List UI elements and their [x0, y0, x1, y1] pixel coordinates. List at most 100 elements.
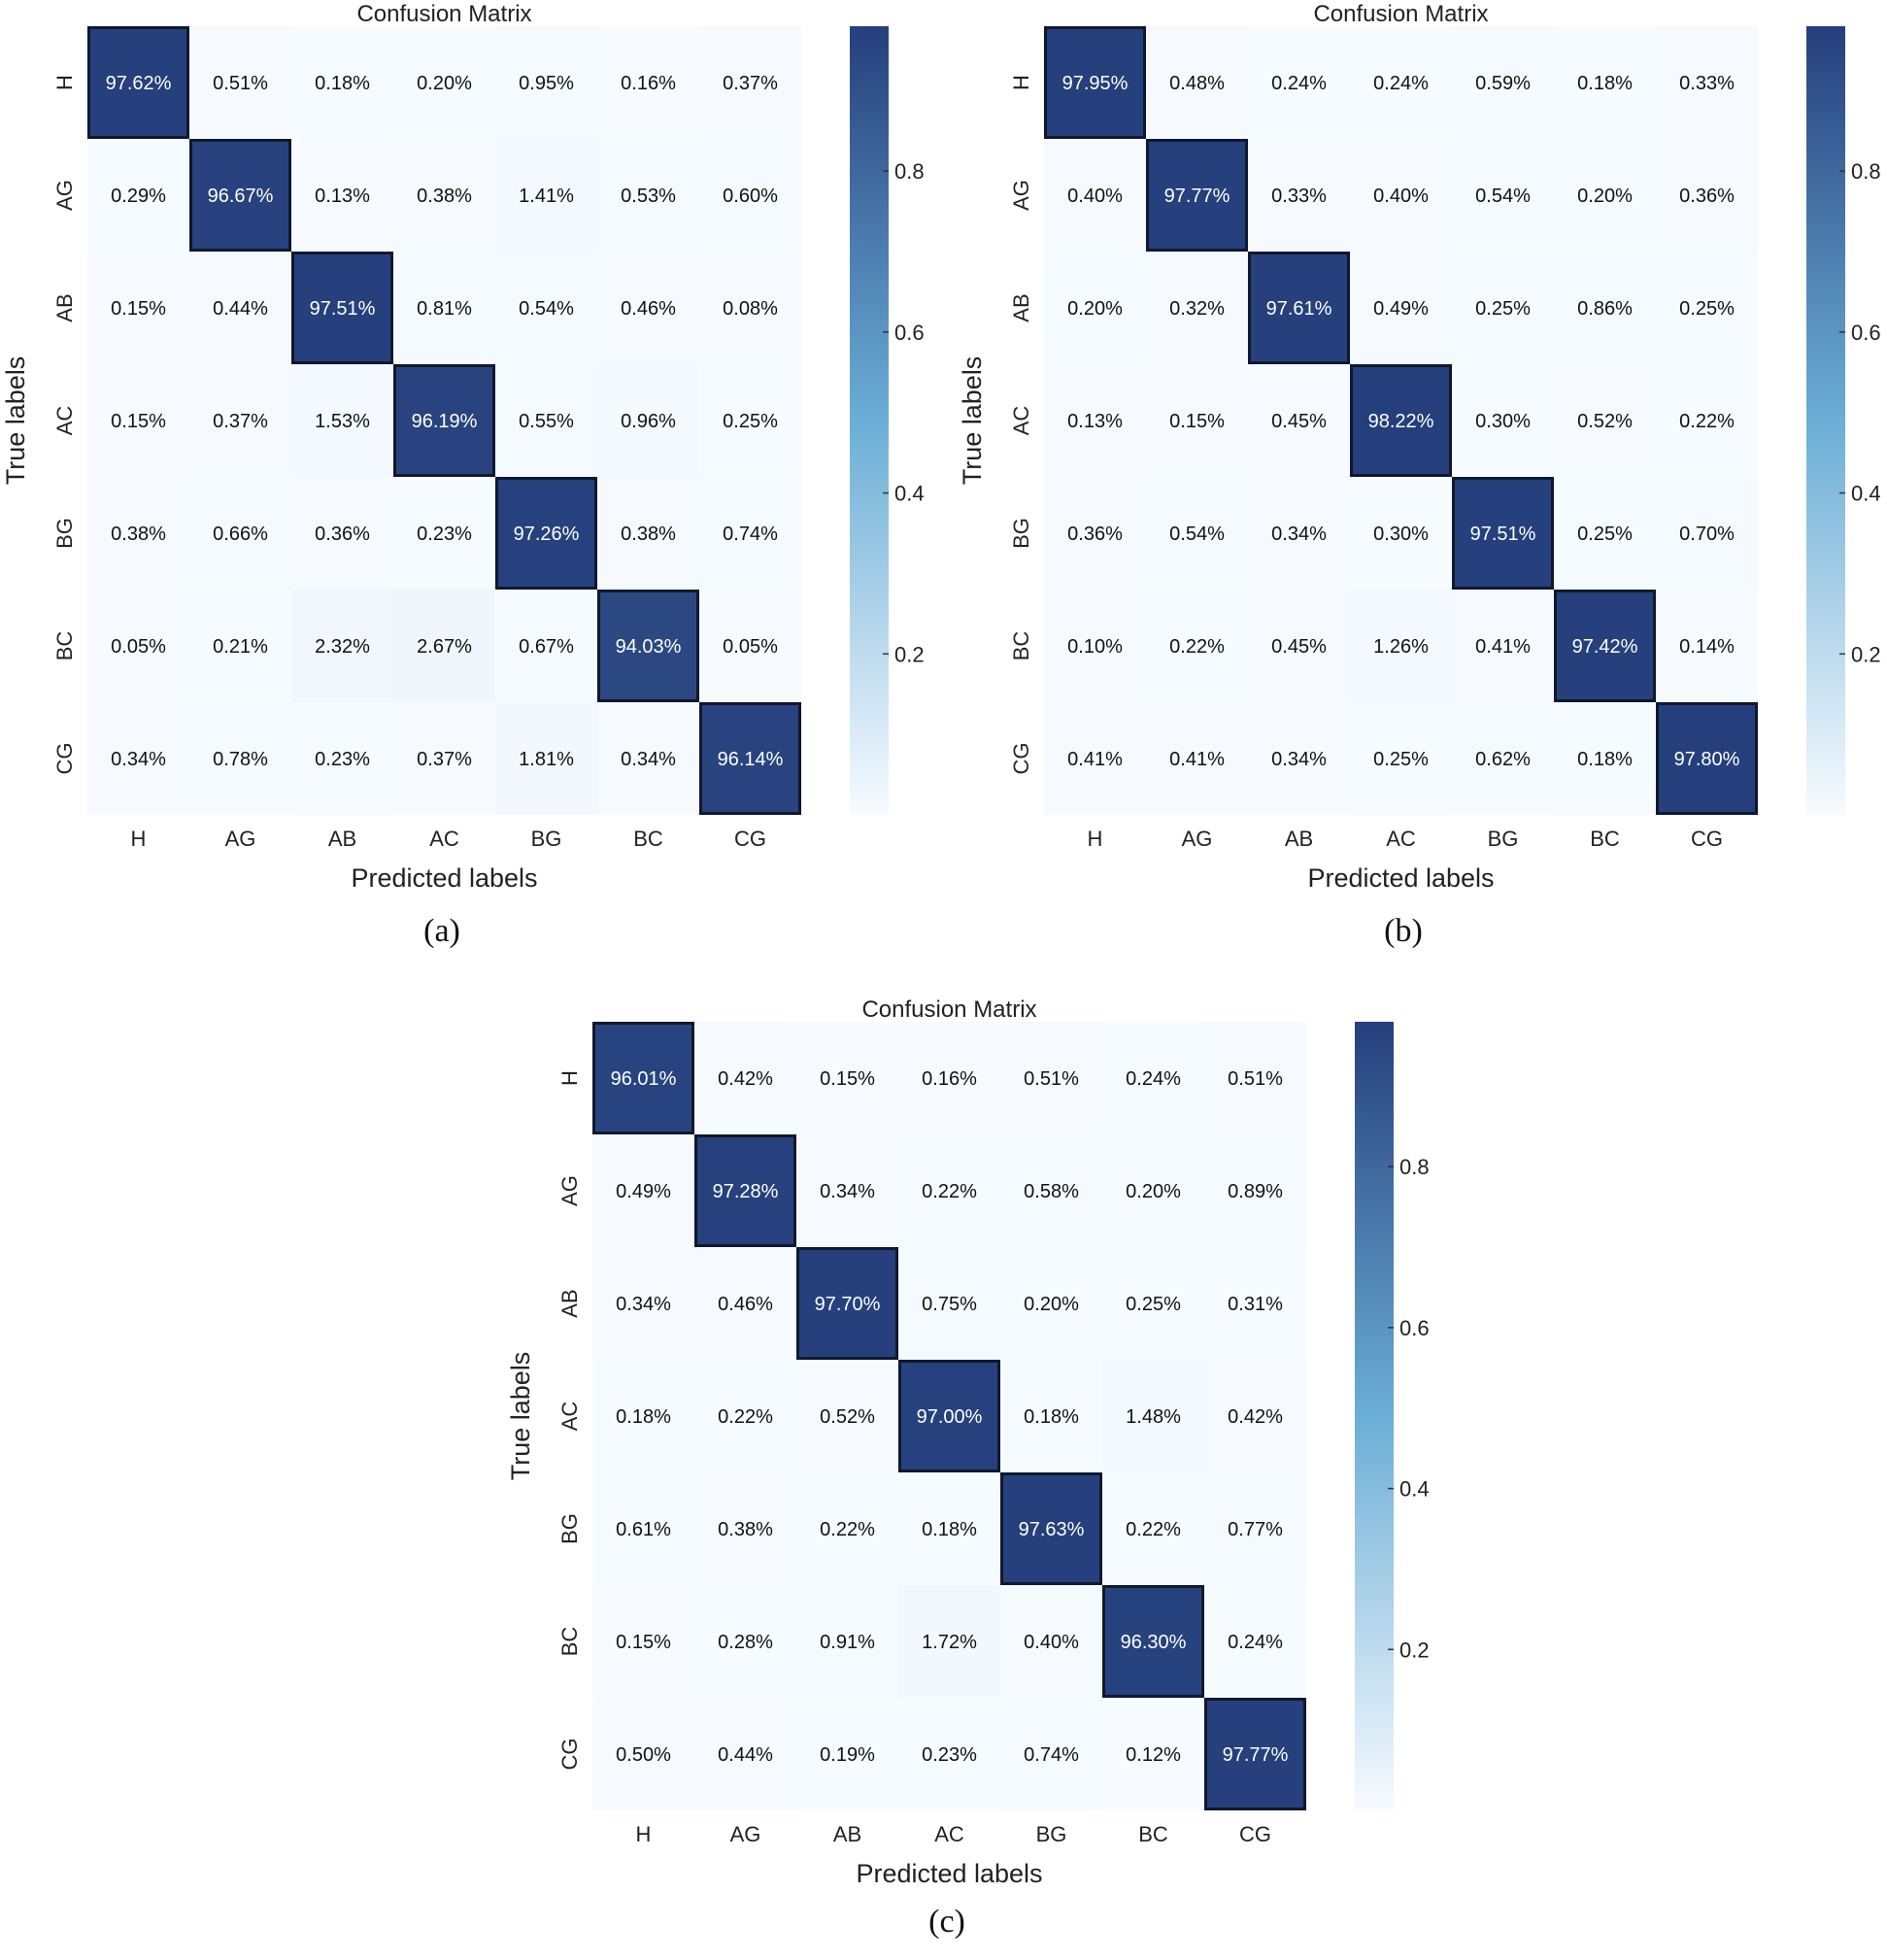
cell-value-label: 0.15% — [111, 411, 166, 432]
cell-value-label: 2.32% — [315, 636, 370, 658]
y-tick-label: BG — [557, 1513, 582, 1544]
heatmap-cell — [1102, 1134, 1204, 1247]
heatmap-cell — [87, 139, 189, 252]
heatmap-cell — [1248, 702, 1350, 815]
cell-value-label: 0.25% — [1475, 298, 1531, 320]
heatmap-cell — [898, 1247, 1000, 1360]
cell-value-label: 0.22% — [1126, 1519, 1181, 1540]
heatmap-cell — [796, 1472, 898, 1585]
cell-value-label: 0.10% — [1067, 636, 1123, 658]
cell-value-label: 0.46% — [718, 1294, 773, 1315]
heatmap-cell — [495, 26, 597, 139]
heatmap-cell — [495, 252, 597, 364]
cell-value-label: 1.53% — [315, 411, 370, 432]
heatmap-cell — [1044, 590, 1146, 702]
cell-value-label: 0.16% — [621, 73, 676, 94]
x-tick-label: AB — [328, 827, 356, 851]
heatmap-cell — [1554, 26, 1656, 139]
cell-value-label: 0.38% — [621, 524, 676, 545]
cell-value-label: 0.22% — [1169, 636, 1225, 658]
cell-value-label: 0.22% — [1679, 411, 1735, 432]
cell-value-label: 0.25% — [1373, 749, 1429, 770]
heatmap-cell — [1146, 26, 1248, 139]
cell-value-label: 0.33% — [1271, 186, 1327, 207]
cell-value-label: 0.49% — [1373, 298, 1429, 320]
y-tick-label: BG — [52, 518, 77, 549]
cell-value-label: 0.95% — [519, 73, 574, 94]
heatmap-cell — [597, 252, 699, 364]
caption-b: (b) — [1384, 913, 1423, 949]
heatmap-cell — [393, 590, 495, 702]
heatmap-cell — [1350, 139, 1452, 252]
heatmap-cell — [1204, 1022, 1306, 1134]
y-tick-label: CG — [1009, 743, 1033, 775]
cell-value-label: 97.95% — [1062, 73, 1129, 94]
diagonal-cell-border — [1248, 252, 1350, 364]
heatmap-cell — [597, 477, 699, 590]
heatmap-cell — [1000, 1472, 1102, 1585]
cell-value-label: 97.42% — [1572, 636, 1638, 658]
diagonal-cell-border — [1452, 477, 1554, 590]
diagonal-cell-border — [1554, 590, 1656, 702]
caption-c: (c) — [928, 1904, 965, 1940]
cell-value-label: 96.14% — [718, 749, 784, 770]
x-tick-label: AC — [1386, 827, 1416, 851]
heatmap-cells — [87, 26, 801, 815]
heatmap-cell — [495, 139, 597, 252]
colorbar — [850, 26, 889, 815]
heatmap-cell — [1452, 139, 1554, 252]
heatmap-cell — [694, 1134, 796, 1247]
cell-value-label: 0.24% — [1126, 1068, 1181, 1090]
cell-value-label: 0.15% — [111, 298, 166, 320]
cell-value-label: 0.52% — [1577, 411, 1633, 432]
cell-value-label: 0.34% — [616, 1294, 671, 1315]
cell-value-label: 0.61% — [616, 1519, 671, 1540]
cell-value-label: 0.52% — [820, 1406, 875, 1428]
cell-value-label: 0.53% — [621, 186, 676, 207]
confusion-matrix-c: Confusion Matrix 96.01% 0.42% 0.15% 0.16% 0.5… — [506, 997, 1429, 1888]
colorbar-tick-label: 0.4 — [1851, 482, 1881, 506]
cell-value-label: 0.86% — [1577, 298, 1633, 320]
heatmap-cell — [597, 139, 699, 252]
cell-value-label: 96.30% — [1121, 1632, 1187, 1653]
heatmap-cell — [189, 702, 291, 815]
heatmap-cell — [898, 1472, 1000, 1585]
x-tick-label: CG — [734, 827, 766, 851]
heatmap-cell — [1656, 364, 1758, 477]
heatmap-cell — [393, 252, 495, 364]
x-tick-label: BC — [1590, 827, 1620, 851]
heatmap-cell — [699, 590, 801, 702]
heatmap-cell — [898, 1360, 1000, 1472]
x-tick-label: AC — [429, 827, 459, 851]
y-tick-label: H — [557, 1070, 582, 1086]
heatmap-cell — [1204, 1247, 1306, 1360]
x-tick-label: H — [1088, 827, 1103, 851]
heatmap-cell — [87, 477, 189, 590]
colorbar-tick-label: 0.2 — [894, 642, 925, 666]
cell-value-label: 0.48% — [1169, 73, 1225, 94]
cell-value-label: 0.62% — [1475, 749, 1531, 770]
cell-value-label: 0.12% — [1126, 1744, 1181, 1766]
heatmap-cell — [1102, 1698, 1204, 1810]
colorbar — [1806, 26, 1845, 815]
cell-value-label: 0.51% — [213, 73, 268, 94]
heatmap-cell — [592, 1247, 694, 1360]
chart-title: Confusion Matrix — [356, 1, 531, 27]
x-tick-label: AB — [833, 1822, 861, 1846]
x-tick-label: AG — [730, 1822, 761, 1846]
diagonal-cell-border — [796, 1247, 898, 1360]
x-tick-label: AG — [225, 827, 256, 851]
cell-value-label: 0.22% — [820, 1519, 875, 1540]
cell-value-label: 0.37% — [417, 749, 472, 770]
cell-value-label: 97.77% — [1223, 1744, 1289, 1766]
cell-value-label: 97.51% — [310, 298, 376, 320]
cell-value-label: 0.20% — [1067, 298, 1123, 320]
heatmap-cells — [592, 1022, 1306, 1810]
heatmap-cell — [1044, 252, 1146, 364]
heatmap-cell — [1044, 139, 1146, 252]
heatmap-cell — [1452, 364, 1554, 477]
diagonal-cell-border — [1656, 702, 1758, 815]
diagonal-cell-border — [699, 702, 801, 815]
cell-value-label: 0.96% — [621, 411, 676, 432]
cell-value-label: 0.36% — [1679, 186, 1735, 207]
